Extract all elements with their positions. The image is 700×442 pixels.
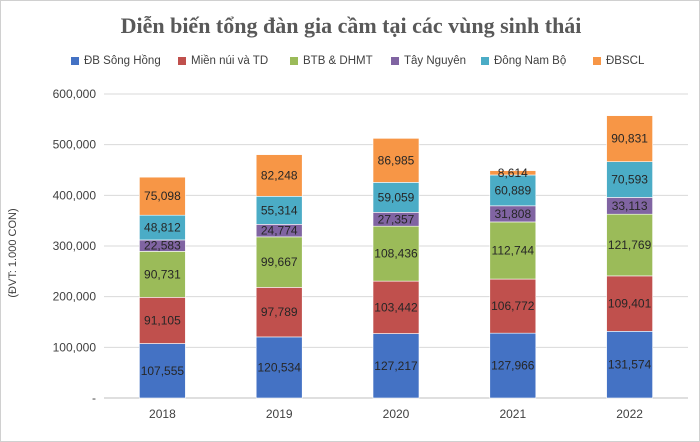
data-label-dong-nam-bo-2020: 59,059 [378,190,415,204]
legend-swatch [391,57,399,65]
data-label-tay-nguyen-2022: 33,113 [612,199,648,213]
bar-db-song-hong-2020 [372,333,420,399]
bar-db-song-hong-2022 [606,331,653,399]
legend-swatch [178,57,186,65]
data-label-mien-nui-va-td-2022: 109,401 [608,297,652,311]
legend-swatch [481,57,489,65]
bar-mien-nui-va-td-2019 [255,287,303,338]
y-tick-label: 500,000 [53,138,97,152]
bar-mien-nui-va-td-2020 [372,280,420,334]
data-label-mien-nui-va-td-2018: 91,105 [144,313,181,327]
data-label-dong-nam-bo-2022: 70,593 [611,173,648,187]
legend-label: ĐBSCL [606,55,645,67]
legend-label: Đông Nam Bộ [494,55,567,67]
bar-btb-dhmt-2019 [255,236,303,288]
bar-dong-nam-bo-2019 [255,196,303,225]
legend-item-dbscl: ĐBSCL [593,55,644,67]
data-label-tay-nguyen-2021: 31,808 [494,207,531,221]
legend-item-btb-dhmt: BTB & DHMT [290,55,373,67]
x-tick-label: 2019 [266,407,293,421]
data-label-dbscl-2022: 90,831 [611,132,648,146]
bar-dong-nam-bo-2021 [489,174,537,207]
y-tick-label: 100,000 [53,340,97,354]
x-tick-label: 2022 [616,407,643,421]
data-label-dong-nam-bo-2021: 60,889 [494,183,531,197]
legend-swatch [290,57,298,65]
bar-dong-nam-bo-2022 [606,161,653,198]
bar-db-song-hong-2019 [255,336,303,399]
legend-item-tay-nguyen: Tây Nguyên [391,55,466,67]
data-label-tay-nguyen-2019: 24,774 [261,224,298,238]
bar-dbscl-2018 [139,176,186,216]
data-label-dong-nam-bo-2019: 55,314 [261,203,298,217]
data-label-mien-nui-va-td-2019: 97,789 [261,305,298,319]
bar-btb-dhmt-2018 [139,251,186,298]
bar-dbscl-2020 [372,138,420,183]
bar-mien-nui-va-td-2018 [139,297,186,344]
legend-label: Tây Nguyên [404,55,467,67]
bar-mien-nui-va-td-2022 [606,275,653,332]
bar-db-song-hong-2021 [489,332,537,399]
legend-item-dong-nam-bo: Đông Nam Bộ [481,55,566,67]
bar-btb-dhmt-2021 [489,221,537,280]
bar-dong-nam-bo-2018 [139,214,186,241]
x-tick-label: 2021 [499,407,526,421]
bar-db-song-hong-2018 [139,343,186,399]
data-label-btb-dhmt-2018: 90,731 [144,267,181,281]
legend-swatch [593,57,601,65]
data-label-tay-nguyen-2020: 27,357 [378,212,415,226]
data-label-db-song-hong-2019: 120,534 [258,360,302,374]
x-tick-label: 2020 [383,407,410,421]
data-label-btb-dhmt-2022: 121,769 [608,238,652,252]
data-label-db-song-hong-2021: 127,966 [491,359,535,373]
data-label-tay-nguyen-2018: 22,583 [144,239,181,253]
data-label-db-song-hong-2020: 127,217 [374,359,418,373]
data-label-dbscl-2020: 86,985 [378,153,415,167]
data-label-btb-dhmt-2020: 108,436 [374,247,418,261]
bar-dbscl-2019 [255,154,303,197]
data-label-mien-nui-va-td-2020: 103,442 [374,300,418,314]
data-label-dbscl-2019: 82,248 [261,168,298,182]
data-label-dbscl-2018: 75,098 [144,189,181,203]
bar-dbscl-2022 [606,115,653,162]
y-tick-label: 300,000 [53,239,97,253]
legend-label: Miền núi và TD [191,55,269,67]
legend: ĐB Sông Hồng Miền núi và TD BTB & DHMT T… [71,55,691,73]
bar-dbscl-2021 [489,170,537,176]
legend-item-db-song-hong: ĐB Sông Hồng [71,55,161,67]
chart-title: Diễn biến tổng đàn gia cầm tại các vùng … [120,13,582,38]
data-label-dong-nam-bo-2018: 48,812 [144,221,181,235]
y-tick-label: - [92,391,96,405]
data-label-btb-dhmt-2019: 99,667 [261,255,298,269]
data-label-db-song-hong-2022: 131,574 [608,358,652,372]
y-tick-label: 600,000 [53,87,97,101]
legend-swatch [71,57,79,65]
bar-mien-nui-va-td-2021 [489,278,537,334]
y-tick-label: 400,000 [53,188,97,202]
x-tick-label: 2018 [149,407,176,421]
data-label-btb-dhmt-2021: 112,744 [492,244,535,258]
data-label-db-song-hong-2018: 107,555 [141,364,185,378]
bar-dong-nam-bo-2020 [372,182,420,213]
y-tick-label: 200,000 [53,290,97,304]
bar-btb-dhmt-2020 [372,225,420,282]
data-label-mien-nui-va-td-2021: 106,772 [491,299,535,313]
data-label-dbscl-2021: 8,614 [498,166,528,180]
legend-label: ĐB Sông Hồng [84,55,161,67]
legend-item-mien-nui-va-td: Miền núi và TD [178,55,268,67]
legend-label: BTB & DHMT [303,55,373,67]
